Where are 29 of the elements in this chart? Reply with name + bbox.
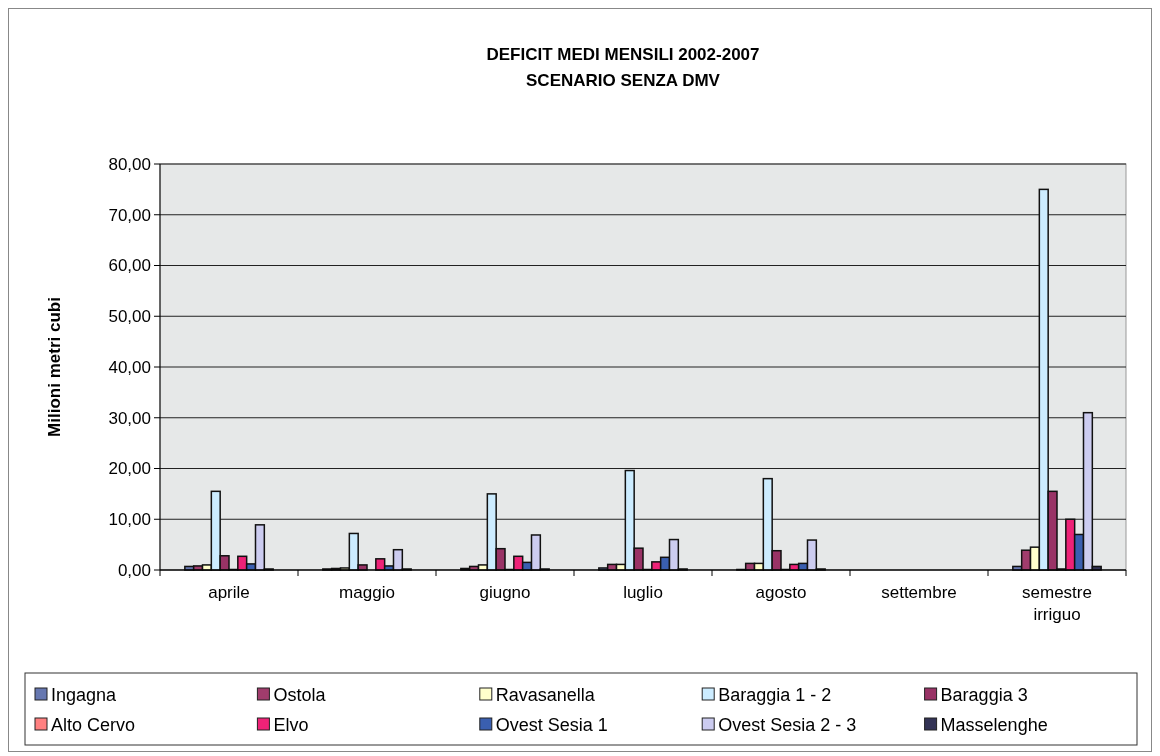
legend-label: Ovest Sesia 1 bbox=[495, 715, 608, 736]
legend-label: Baraggia 1 - 2 bbox=[718, 685, 832, 706]
y-tick-label: 50,00 bbox=[108, 307, 151, 327]
y-tick-label: 30,00 bbox=[108, 408, 151, 428]
x-tick-label: maggio bbox=[339, 583, 395, 602]
y-tick-label: 10,00 bbox=[108, 510, 151, 530]
legend-label: Ovest Sesia 2 - 3 bbox=[718, 715, 857, 736]
y-tick-label: 60,00 bbox=[108, 256, 151, 276]
y-tick-label: 20,00 bbox=[108, 459, 151, 479]
x-tick-label: aprile bbox=[208, 583, 250, 602]
y-tick-label: 0,00 bbox=[117, 560, 151, 580]
chart-subtitle: SCENARIO SENZA DMV bbox=[526, 71, 721, 90]
legend-label: Masselenghe bbox=[940, 715, 1048, 736]
y-tick-label: 40,00 bbox=[108, 357, 151, 377]
legend-label: Alto Cervo bbox=[51, 715, 136, 736]
legend-label: Ravasanella bbox=[495, 685, 596, 706]
x-tick-label: semestre irriguo bbox=[1022, 583, 1092, 624]
legend-label: Baraggia 3 bbox=[940, 685, 1028, 706]
legend-label: Elvo bbox=[273, 715, 309, 736]
y-tick-label: 70,00 bbox=[108, 205, 151, 225]
y-axis-title: Milioni metri cubi bbox=[45, 297, 64, 437]
legend-label: Ingagna bbox=[51, 685, 118, 706]
y-tick-label: 80,00 bbox=[108, 154, 151, 174]
chart-title: DEFICIT MEDI MENSILI 2002-2007 bbox=[486, 45, 760, 64]
x-tick-label: settembre bbox=[881, 583, 957, 602]
x-tick-label: giugno bbox=[479, 583, 531, 602]
x-tick-label: luglio bbox=[623, 583, 663, 602]
x-tick-label: agosto bbox=[755, 583, 807, 602]
legend-label: Ostola bbox=[273, 685, 327, 706]
